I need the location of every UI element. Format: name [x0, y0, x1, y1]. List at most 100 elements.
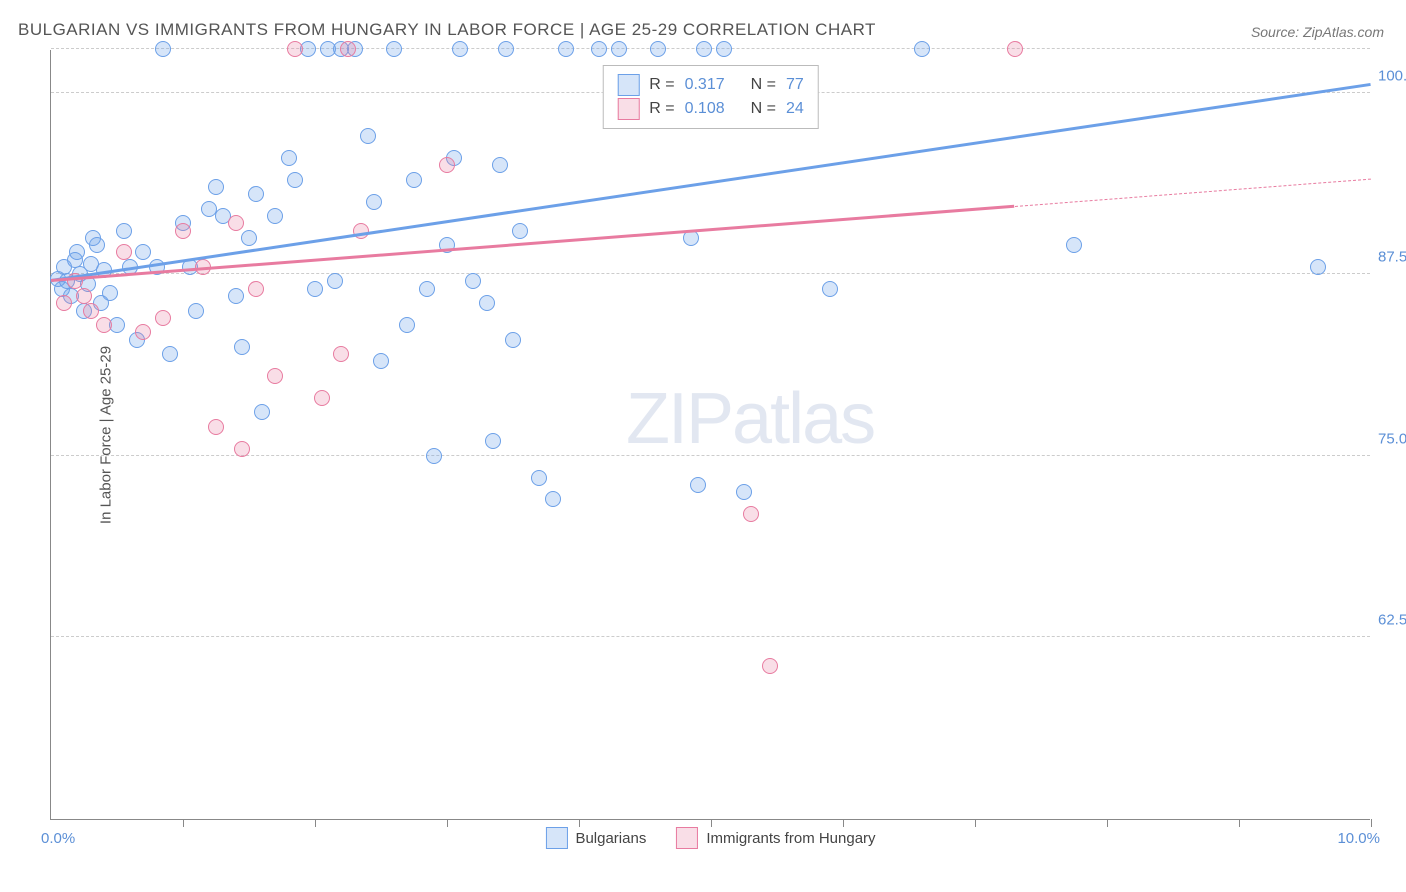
- data-point-series-0: [479, 295, 495, 311]
- data-point-series-1: [175, 223, 191, 239]
- data-point-series-1: [248, 281, 264, 297]
- data-point-series-0: [386, 41, 402, 57]
- legend-swatch-0: [617, 74, 639, 96]
- data-point-series-0: [116, 223, 132, 239]
- data-point-series-0: [1310, 259, 1326, 275]
- data-point-series-0: [914, 41, 930, 57]
- data-point-series-0: [505, 332, 521, 348]
- data-point-series-1: [56, 295, 72, 311]
- data-point-series-1: [96, 317, 112, 333]
- data-point-series-0: [135, 244, 151, 260]
- legend-label-1: Immigrants from Hungary: [706, 830, 875, 847]
- hgrid-line: 87.5%: [51, 273, 1370, 274]
- data-point-series-0: [208, 179, 224, 195]
- data-point-series-0: [228, 288, 244, 304]
- n-prefix: N =: [751, 100, 776, 118]
- legend-correlation: R = 0.317 N = 77 R = 0.108 N = 24: [602, 65, 819, 129]
- x-tick: [447, 819, 448, 827]
- data-point-series-1: [340, 41, 356, 57]
- trend-line-dash-series-1: [1015, 179, 1371, 207]
- x-tick: [1371, 819, 1372, 827]
- data-point-series-0: [241, 230, 257, 246]
- data-point-series-0: [307, 281, 323, 297]
- data-point-series-0: [558, 41, 574, 57]
- r-value-1: 0.108: [685, 100, 725, 118]
- watermark: ZIPatlas: [626, 378, 874, 460]
- data-point-series-1: [208, 419, 224, 435]
- data-point-series-1: [135, 324, 151, 340]
- data-point-series-0: [254, 404, 270, 420]
- n-value-0: 77: [786, 76, 804, 94]
- x-tick: [1239, 819, 1240, 827]
- data-point-series-0: [267, 208, 283, 224]
- data-point-series-1: [314, 390, 330, 406]
- data-point-series-1: [743, 506, 759, 522]
- data-point-series-0: [650, 41, 666, 57]
- data-point-series-1: [439, 157, 455, 173]
- x-tick: [1107, 819, 1108, 827]
- x-tick: [843, 819, 844, 827]
- data-point-series-1: [762, 658, 778, 674]
- data-point-series-1: [333, 346, 349, 362]
- data-point-series-0: [360, 128, 376, 144]
- x-tick: [975, 819, 976, 827]
- data-point-series-0: [1066, 237, 1082, 253]
- data-point-series-0: [366, 194, 382, 210]
- data-point-series-0: [234, 339, 250, 355]
- legend-item-1: Immigrants from Hungary: [676, 827, 875, 849]
- x-axis-min-label: 0.0%: [41, 830, 75, 847]
- n-prefix: N =: [751, 76, 776, 94]
- data-point-series-0: [281, 150, 297, 166]
- data-point-series-0: [591, 41, 607, 57]
- data-point-series-0: [248, 186, 264, 202]
- data-point-series-1: [267, 368, 283, 384]
- y-tick-label: 62.5%: [1378, 612, 1406, 629]
- chart-title: BULGARIAN VS IMMIGRANTS FROM HUNGARY IN …: [18, 20, 876, 40]
- data-point-series-1: [234, 441, 250, 457]
- data-point-series-1: [83, 303, 99, 319]
- legend-swatch-1: [617, 98, 639, 120]
- data-point-series-0: [485, 433, 501, 449]
- data-point-series-0: [426, 448, 442, 464]
- r-value-0: 0.317: [685, 76, 725, 94]
- data-point-series-0: [512, 223, 528, 239]
- y-tick-label: 87.5%: [1378, 249, 1406, 266]
- r-prefix: R =: [649, 76, 674, 94]
- trend-line-series-1: [51, 205, 1015, 282]
- data-point-series-0: [492, 157, 508, 173]
- legend-label-0: Bulgarians: [575, 830, 646, 847]
- data-point-series-0: [287, 172, 303, 188]
- data-point-series-0: [452, 41, 468, 57]
- data-point-series-0: [690, 477, 706, 493]
- data-point-series-0: [89, 237, 105, 253]
- data-point-series-0: [399, 317, 415, 333]
- data-point-series-0: [419, 281, 435, 297]
- data-point-series-0: [531, 470, 547, 486]
- y-tick-label: 75.0%: [1378, 430, 1406, 447]
- data-point-series-1: [1007, 41, 1023, 57]
- data-point-series-0: [406, 172, 422, 188]
- data-point-series-0: [696, 41, 712, 57]
- data-point-series-0: [465, 273, 481, 289]
- hgrid-line: 62.5%: [51, 636, 1370, 637]
- legend-swatch-bottom-1: [676, 827, 698, 849]
- legend-item-0: Bulgarians: [545, 827, 646, 849]
- data-point-series-0: [102, 285, 118, 301]
- data-point-series-0: [373, 353, 389, 369]
- data-point-series-0: [498, 41, 514, 57]
- legend-series: Bulgarians Immigrants from Hungary: [545, 827, 875, 849]
- x-tick: [183, 819, 184, 827]
- x-tick: [711, 819, 712, 827]
- data-point-series-0: [162, 346, 178, 362]
- data-point-series-1: [228, 215, 244, 231]
- y-tick-label: 100.0%: [1378, 67, 1406, 84]
- data-point-series-0: [545, 491, 561, 507]
- legend-swatch-bottom-0: [545, 827, 567, 849]
- data-point-series-1: [287, 41, 303, 57]
- data-point-series-0: [188, 303, 204, 319]
- data-point-series-1: [155, 310, 171, 326]
- r-prefix: R =: [649, 100, 674, 118]
- data-point-series-0: [716, 41, 732, 57]
- y-axis-title: In Labor Force | Age 25-29: [98, 345, 115, 523]
- x-tick: [579, 819, 580, 827]
